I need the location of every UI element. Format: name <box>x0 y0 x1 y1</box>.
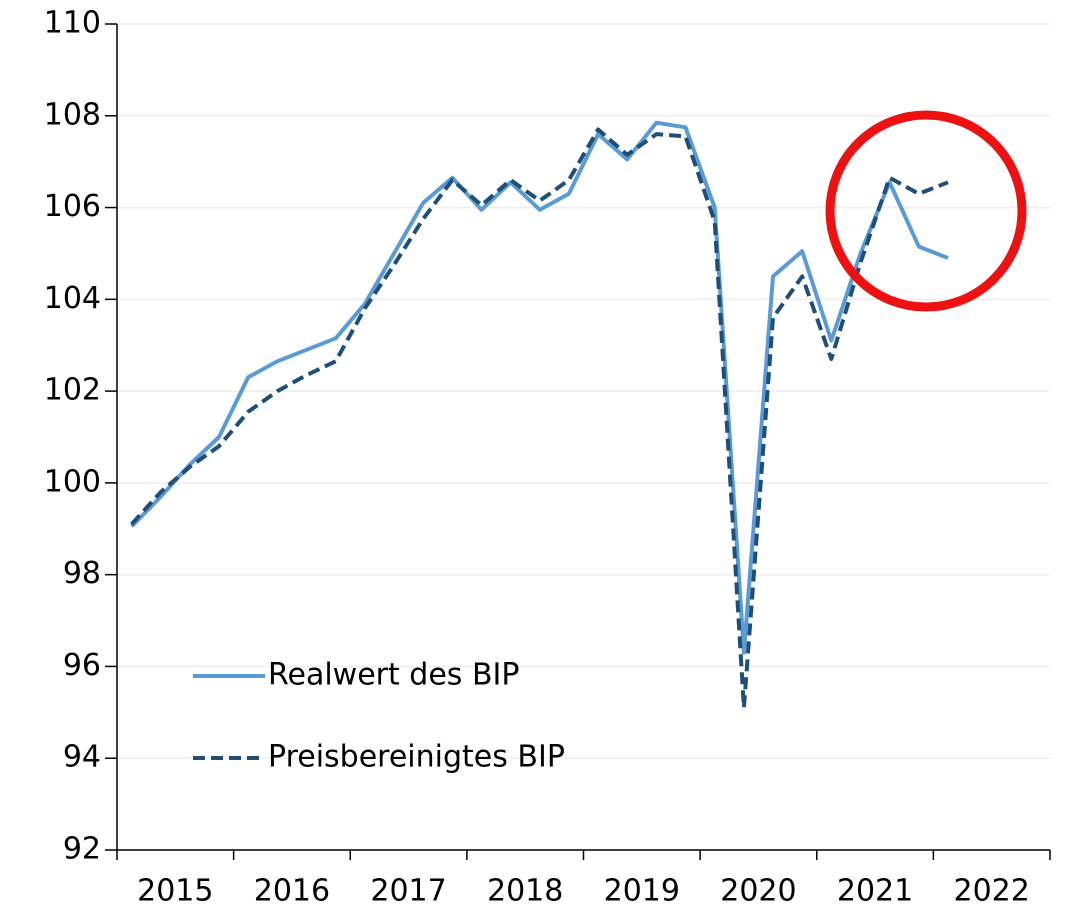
y-tick-label: 102 <box>44 373 101 408</box>
highlight-circle <box>825 110 1027 312</box>
y-tick-label: 110 <box>44 6 101 41</box>
y-tick-label: 104 <box>44 281 101 316</box>
y-tick-label: 94 <box>63 740 101 775</box>
legend-label: Realwert des BIP <box>268 658 519 693</box>
x-tick-label: 2021 <box>837 874 913 909</box>
y-tick-label: 108 <box>44 97 101 132</box>
x-tick-label: 2016 <box>254 874 330 909</box>
x-tick-label: 2015 <box>137 874 213 909</box>
y-tick-label: 106 <box>44 189 101 224</box>
series-line <box>130 127 949 710</box>
y-tick-label: 98 <box>63 556 101 591</box>
x-tick-label: 2022 <box>954 874 1030 909</box>
x-tick-label: 2017 <box>370 874 446 909</box>
legend-label: Preisbereinigtes BIP <box>268 740 565 775</box>
y-tick-label: 92 <box>63 832 101 867</box>
x-tick-label: 2019 <box>604 874 680 909</box>
x-tick-label: 2020 <box>720 874 796 909</box>
y-tick-label: 100 <box>44 464 101 499</box>
series-line <box>130 120 949 655</box>
x-tick-label: 2018 <box>487 874 563 909</box>
y-tick-label: 96 <box>63 648 101 683</box>
